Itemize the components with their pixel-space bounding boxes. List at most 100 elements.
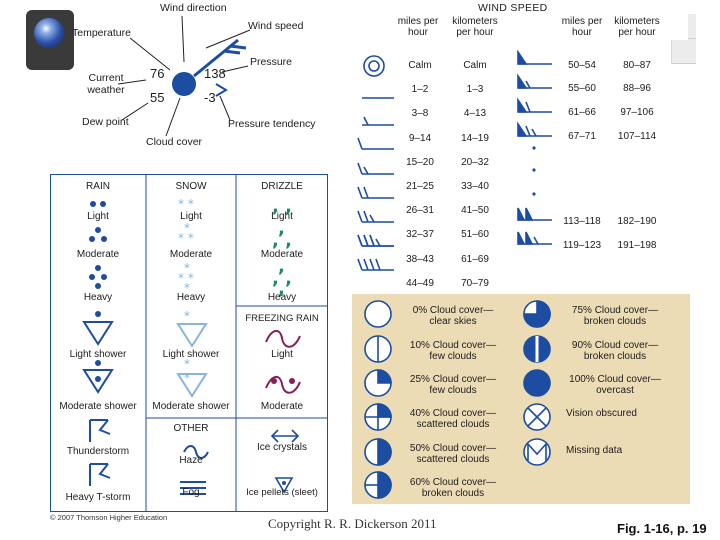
barb-26-31-icon — [357, 210, 394, 223]
svg-text:*: * — [184, 357, 190, 371]
vision-obscured-icon — [523, 403, 551, 431]
svg-text:*: * — [184, 309, 190, 323]
cloud-100-icon — [523, 369, 551, 397]
freezing-rain-light-icon — [265, 330, 301, 348]
freezing-rain-moderate-icon — [265, 376, 301, 394]
cloud-75-icon — [523, 300, 551, 328]
ellipsis-dot-icon — [532, 192, 536, 196]
wind-speed-mph: 38–43 — [406, 253, 434, 265]
heavy-tstorm-icon — [89, 463, 111, 486]
haze-icon — [183, 445, 209, 459]
haze-label: Haze — [179, 455, 203, 466]
station-circle-icon — [172, 72, 196, 96]
wind-speed-mph: 113–118 — [563, 216, 601, 227]
label-cloud-cover: Cloud cover — [146, 136, 203, 148]
wind-speed-kmh: 14–19 — [461, 132, 489, 144]
cloud-cover-label: 90% Cloud cover— — [571, 340, 659, 351]
label-wind-direction: Wind direction — [160, 2, 227, 14]
barb-38-43-icon — [357, 234, 394, 247]
svg-text:* *: * * — [178, 271, 194, 285]
cloud-cover-sublabel: scattered clouds — [416, 454, 490, 465]
cloud-60-icon — [364, 471, 392, 499]
calm-inner-icon — [368, 60, 380, 72]
pennant-61-66-icon — [517, 97, 552, 113]
rain-light-shower-icon — [82, 321, 114, 346]
wind-speed-header-bar — [348, 14, 688, 40]
wind-speed-mph: 26–31 — [406, 205, 434, 217]
col-kmh-right: kilometers per hour — [614, 16, 660, 38]
thunderstorm-icon — [89, 419, 111, 442]
rain-moderate-label: Moderate — [76, 249, 120, 260]
ice-pellets-icon — [274, 477, 294, 494]
rain-title: RAIN — [86, 181, 110, 192]
wind-speed-kmh: 107–114 — [617, 131, 657, 142]
svg-text:, ,: , , — [272, 230, 292, 251]
cloud-cover-sublabel: few clouds — [429, 385, 477, 396]
snow-moderate-shower-icon — [176, 373, 208, 398]
freezing-rain-moderate-label: Moderate — [260, 401, 304, 412]
drizzle-moderate-label: Moderate — [260, 249, 304, 260]
wind-speed-kmh: 1–3 — [466, 84, 484, 96]
rain-light-shower-label: Light shower — [69, 349, 127, 360]
snow-moderate-shower-label: Moderate shower — [152, 401, 230, 412]
wind-speed-mph: 1–2 — [411, 84, 429, 96]
snow-light-icon: * * — [178, 197, 194, 211]
cloud-cover-label: 40% Cloud cover— — [409, 408, 497, 419]
wind-barb-icon — [193, 38, 247, 78]
cloud-cover-label: 50% Cloud cover— — [409, 443, 497, 454]
barb-44-49-icon — [357, 258, 394, 271]
value-temperature: 76 — [150, 66, 165, 81]
wind-symbols-left-2 — [357, 234, 394, 271]
wind-speed-mph: 119–123 — [562, 240, 602, 251]
drizzle-heavy-label: Heavy — [267, 292, 297, 303]
snow-heavy-label: Heavy — [176, 292, 206, 303]
col-kmh-left: kilometers per hour — [452, 16, 498, 38]
wind-speed-title: WIND SPEED — [478, 2, 548, 14]
wind-speed-mph: Calm — [408, 60, 432, 71]
other-title: OTHER — [173, 423, 209, 434]
wind-speed-kmh: 88–96 — [623, 83, 651, 94]
label-temperature: Temperature — [72, 27, 131, 39]
cloud-50-icon — [364, 438, 392, 466]
snow-light-label: Light — [180, 211, 202, 222]
pennant-50-54-icon — [517, 50, 552, 65]
cloud-cover-sublabel: few clouds — [429, 351, 477, 362]
cloud-cover-sublabel: overcast — [596, 385, 634, 396]
ice-pellets-label: Ice pellets (sleet) — [246, 487, 318, 498]
weather-panel-grid: * * ** * ** ** *** , , ,, , ,, ,, — [82, 174, 328, 512]
pennant-55-60-icon — [517, 73, 552, 89]
wind-speed-kmh: 61–69 — [461, 253, 489, 265]
rain-light-label: Light — [87, 211, 109, 222]
cloud-cover-sublabel: broken clouds — [421, 488, 485, 499]
svg-text:, ,: , , — [272, 268, 292, 289]
wind-speed-mph: 50–54 — [568, 60, 596, 71]
barb-21-25-icon — [357, 186, 394, 199]
svg-text:,: , — [278, 278, 285, 299]
label-pressure-tendency: Pressure tendency — [228, 118, 316, 130]
barb-9-14-icon — [357, 137, 394, 150]
wind-speed-kmh: 182–190 — [617, 216, 657, 227]
rain-light-icon — [90, 201, 106, 207]
drizzle-light-icon: , , — [272, 196, 292, 217]
freezing-rain-title: FREEZING RAIN — [245, 313, 319, 324]
drizzle-title: DRIZZLE — [261, 181, 303, 192]
snow-title: SNOW — [175, 181, 207, 192]
cloud-cover-label: Vision obscured — [566, 408, 637, 419]
svg-text:*: * — [184, 281, 190, 295]
rain-heavy-label: Heavy — [83, 292, 113, 303]
cloud-cover-panel — [352, 294, 690, 504]
publisher-credit: © 2007 Thomson Higher Education — [50, 513, 168, 522]
rain-moderate-shower-label: Moderate shower — [59, 401, 137, 412]
wind-speed-kmh: 41–50 — [461, 205, 489, 217]
snow-light-shower-icon — [176, 323, 208, 348]
wind-speed-mph: 3–8 — [411, 108, 429, 120]
wind-speed-mph: 15–20 — [406, 156, 434, 168]
missing-data-icon — [523, 438, 551, 466]
snow-light-shower-label: Light shower — [162, 349, 220, 360]
heavy-tstorm-label: Heavy T-storm — [65, 492, 131, 503]
wind-speed-kmh: 4–13 — [463, 108, 487, 120]
label-dew-point: Dew point — [82, 116, 129, 128]
cloud-cover-sublabel: broken clouds — [583, 316, 647, 327]
label-current-weather: Current weather — [87, 72, 125, 96]
fog-label: Fog — [182, 487, 200, 498]
